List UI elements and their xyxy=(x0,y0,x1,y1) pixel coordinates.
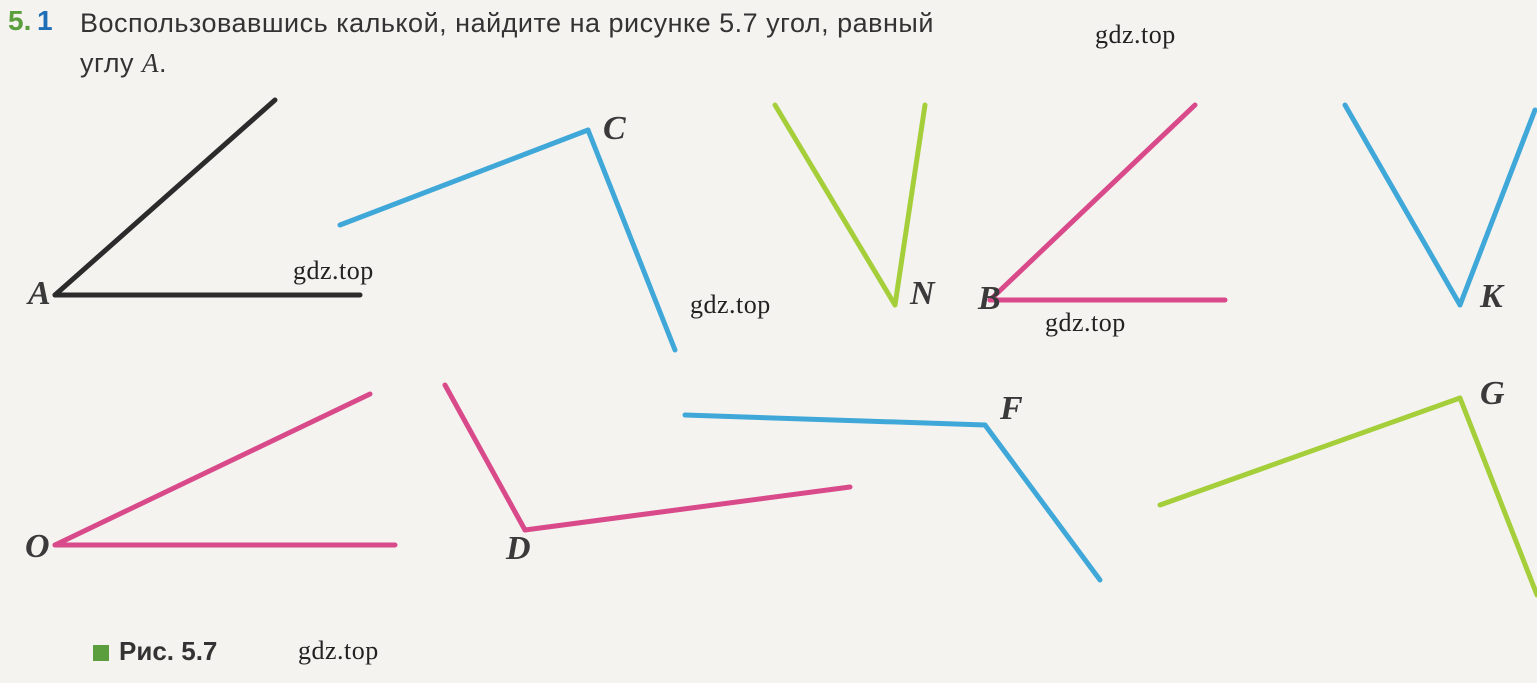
label-A: A xyxy=(28,275,51,313)
watermark-2: gdz.top xyxy=(293,256,374,286)
label-B: B xyxy=(978,280,1001,318)
angle-K xyxy=(1345,105,1535,305)
angle-G xyxy=(1160,398,1537,595)
caption-bullet-icon xyxy=(93,645,109,661)
angle-O xyxy=(55,394,395,545)
angle-F xyxy=(685,415,1100,580)
angle-B xyxy=(990,105,1225,300)
angles-figure xyxy=(0,0,1537,683)
label-K: K xyxy=(1480,278,1503,316)
label-D: D xyxy=(506,530,531,568)
label-F: F xyxy=(1000,390,1023,428)
watermark-5: gdz.top xyxy=(298,636,379,666)
watermark-4: gdz.top xyxy=(1045,308,1126,338)
watermark-1: gdz.top xyxy=(1095,20,1176,50)
label-O: O xyxy=(25,528,50,566)
caption-text: Рис. 5.7 xyxy=(119,636,217,666)
label-C: C xyxy=(603,110,626,148)
label-N: N xyxy=(910,275,935,313)
figure-caption: Рис. 5.7 xyxy=(93,636,217,667)
label-G: G xyxy=(1480,375,1505,413)
watermark-3: gdz.top xyxy=(690,290,771,320)
angle-C xyxy=(340,130,675,350)
angle-N xyxy=(775,105,925,305)
angle-D xyxy=(445,385,850,530)
